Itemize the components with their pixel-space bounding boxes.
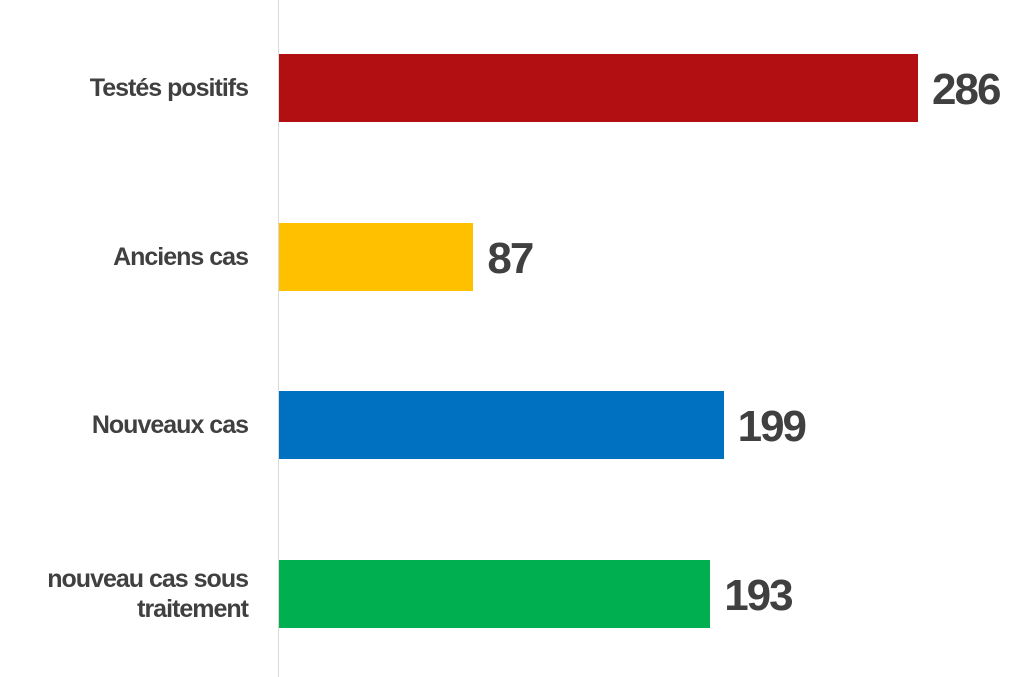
bar	[279, 54, 918, 122]
bar	[279, 560, 711, 629]
category-label: Nouveaux cas	[91, 411, 249, 440]
category-axis	[278, 0, 279, 677]
value-label: 199	[737, 402, 807, 452]
value-label: 193	[724, 571, 793, 621]
category-label: nouveau cas sous traitement	[47, 565, 249, 624]
category-label: Testés positifs	[89, 74, 249, 102]
category-label: Anciens cas	[113, 242, 249, 271]
value-label: 286	[932, 65, 1001, 114]
value-label: 87	[487, 233, 534, 283]
bar	[279, 222, 474, 291]
bar	[279, 391, 724, 460]
